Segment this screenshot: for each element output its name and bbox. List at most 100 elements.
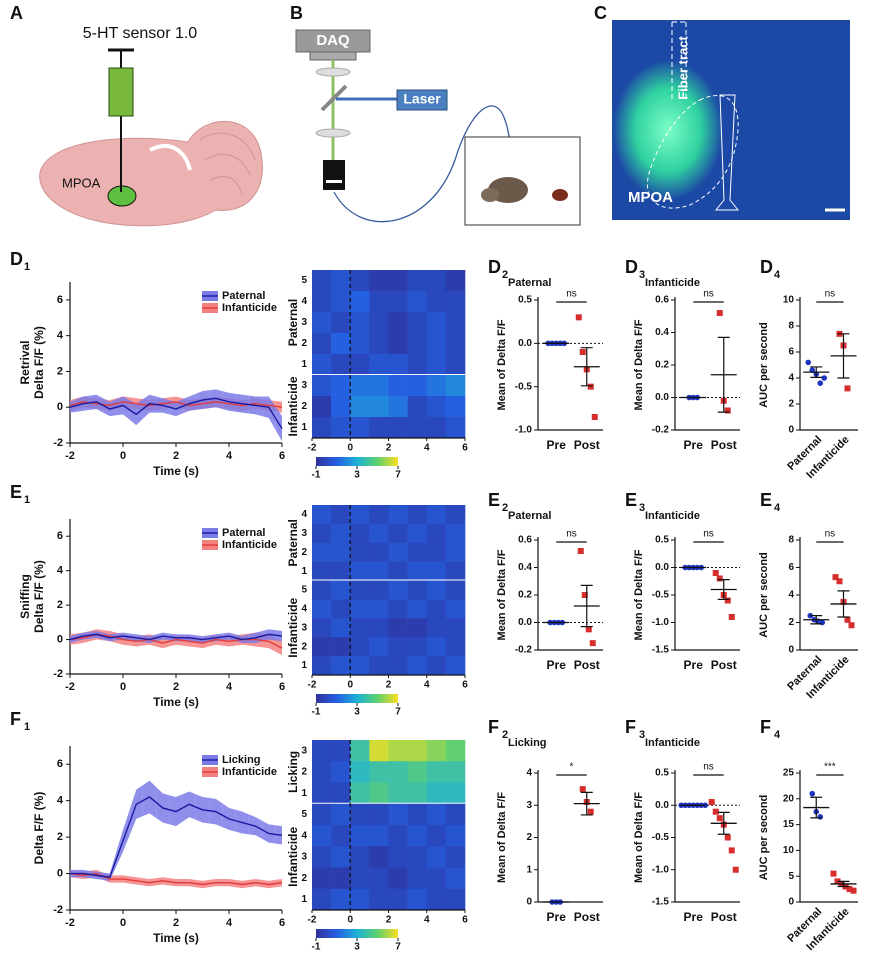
row-label: 3: [301, 380, 307, 391]
y-tick-label: 0.5: [655, 768, 669, 779]
trace-line: [69, 633, 283, 641]
row-label: 2: [301, 641, 307, 652]
heat-cell: [388, 618, 408, 638]
sem-band: [116, 809, 130, 867]
heat-cell: [445, 618, 466, 638]
heat-cell: [331, 312, 351, 334]
data-point: [716, 310, 723, 316]
plot-title: Infanticide: [645, 737, 700, 749]
data-point: [575, 314, 582, 321]
heat-cell: [331, 561, 351, 581]
legend-label: Infanticide: [222, 766, 277, 778]
y-tick-label: 2: [57, 831, 63, 843]
data-point: [591, 414, 598, 420]
camera-band: [326, 180, 342, 183]
heat-cell: [312, 656, 332, 676]
lens: [315, 67, 351, 77]
heat-cell: [312, 505, 332, 525]
heat-cell: [331, 867, 351, 890]
heat-cell: [312, 417, 332, 439]
heat-cell: [407, 637, 428, 657]
heat-cell: [426, 803, 447, 826]
heat-cell: [445, 417, 466, 439]
sem-band: [129, 399, 143, 426]
data-point: [581, 592, 588, 598]
heat-cell: [331, 396, 351, 418]
legend-label: Infanticide: [222, 302, 277, 314]
heat-cell: [350, 312, 370, 334]
x-tick-label: -2: [65, 917, 75, 929]
heat-cell: [445, 270, 466, 292]
y-tick-label: -0.2: [515, 645, 533, 656]
heat-cell: [426, 523, 447, 544]
category-label: Post: [574, 910, 600, 924]
heat-cell: [369, 542, 389, 562]
sem-bar: [580, 347, 593, 387]
sem-band: [235, 634, 249, 643]
panel-label: D: [488, 257, 501, 277]
axes: [799, 770, 858, 903]
y-tick-label: 4: [526, 768, 532, 779]
data-point: [724, 834, 731, 841]
data-point: [589, 640, 596, 647]
heat-cell: [407, 270, 428, 292]
heat-cell: [388, 417, 408, 439]
heat-cell: [426, 580, 447, 600]
heat-cell: [445, 740, 466, 762]
heat-cell: [426, 375, 447, 397]
category-label: Post: [711, 438, 737, 452]
colorbar-tick-label: -1: [312, 942, 321, 953]
y-tick-label: 2: [788, 617, 794, 628]
y-tick-label: 0: [57, 867, 63, 879]
row-label: 2: [301, 873, 307, 884]
panel-sublabel: 3: [639, 269, 645, 281]
row-label: 3: [301, 622, 307, 633]
y-axis-label: Retrival: [18, 340, 32, 384]
data-point: [712, 570, 719, 576]
data-point: [577, 548, 584, 554]
heat-cell: [350, 803, 370, 826]
y-tick-label: 2: [57, 365, 63, 377]
y-tick-label: 6: [788, 347, 794, 358]
panel-c: C Fiber tract MPOA: [594, 3, 850, 220]
significance-label: ns: [703, 289, 714, 300]
data-point: [821, 375, 828, 381]
legend-label: Infanticide: [222, 539, 277, 551]
data-point: [728, 847, 735, 854]
heat-cell: [312, 618, 332, 638]
legend-label: Paternal: [222, 290, 265, 302]
data-point: [587, 383, 594, 390]
data-point: [817, 380, 824, 387]
x-tick-label: 4: [424, 680, 430, 691]
row-label: 2: [301, 338, 307, 349]
heat-cell: [369, 417, 389, 439]
heat-cell: [369, 637, 389, 657]
y-tick-label: 15: [783, 819, 795, 830]
heat-cell: [407, 803, 428, 826]
y-axis-label: Mean of Delta F/F: [633, 319, 645, 410]
data-point: [579, 786, 586, 793]
heat-cell: [369, 523, 389, 544]
heat-cell: [426, 825, 447, 847]
heat-cell: [445, 761, 466, 783]
ventricle: [149, 144, 192, 171]
heat-cell: [426, 505, 447, 525]
sem-bar: [717, 811, 730, 835]
panel-label: E: [625, 490, 637, 510]
heat-cell: [388, 846, 408, 868]
heat-cell: [331, 803, 351, 826]
heat-cell: [388, 312, 408, 334]
heat-cell: [369, 270, 389, 292]
heat-cell: [331, 333, 351, 355]
y-tick-label: 0.5: [655, 535, 669, 546]
category-label: Post: [711, 910, 737, 924]
heat-cell: [426, 740, 447, 762]
heat-cell: [350, 354, 370, 376]
panel-sublabel: 1: [24, 261, 30, 273]
significance-label: ns: [703, 762, 714, 773]
heat-cell: [350, 396, 370, 418]
heat-cell: [407, 291, 428, 313]
data-point: [585, 626, 592, 633]
significance-label: ns: [566, 289, 577, 300]
heat-cell: [350, 542, 370, 562]
